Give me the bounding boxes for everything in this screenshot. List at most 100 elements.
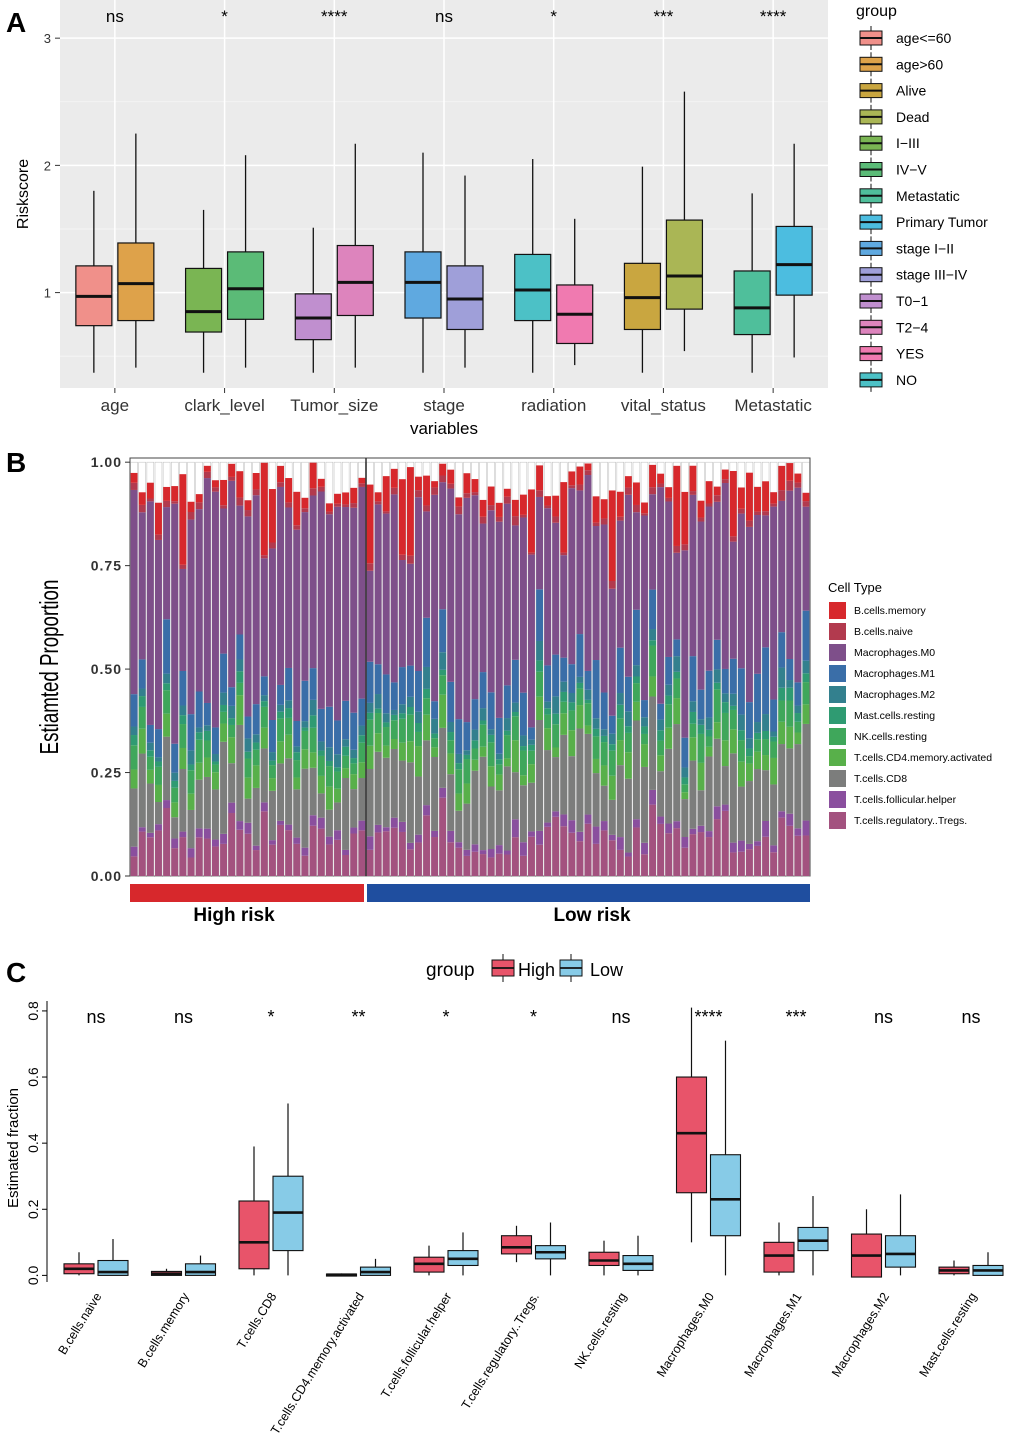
- panel-b-segment-NK.cells.resting: [163, 690, 171, 714]
- panel-a-box-Metastatic-1: [775, 143, 813, 358]
- panel-b-segment-Macrophages.M2: [439, 652, 447, 670]
- panel-b-segment-Macrophages.M0: [729, 541, 737, 659]
- panel-b-segment-Macrophages.M1: [220, 653, 228, 693]
- panel-b-segment-T.cells.regulatory..Tregs.: [390, 827, 398, 876]
- panel-b-segment-NK.cells.resting: [681, 784, 689, 793]
- panel-b-segment-Mast.cells.resting: [657, 730, 665, 741]
- panel-b-segment-NK.cells.resting: [309, 727, 317, 753]
- panel-b-segment-T.cells.follicular.helper: [334, 830, 341, 840]
- panel-b-segment-T.cells.CD4.memory.activated: [163, 713, 171, 737]
- panel-c-box-T.cells.follicular.helper-High: [413, 1245, 445, 1276]
- panel-b-segment-T.cells.follicular.helper: [536, 830, 543, 845]
- panel-b-segment-T.cells.CD8: [195, 779, 203, 829]
- panel-b-segment-Mast.cells.resting: [519, 746, 527, 751]
- panel-b-segment-Macrophages.M2: [624, 711, 632, 727]
- panel-b-segment-B.cells.naive: [366, 563, 374, 571]
- panel-b-segment-T.cells.follicular.helper: [447, 830, 455, 843]
- panel-b-legend-title: Cell Type: [828, 580, 882, 595]
- panel-b-segment-B.cells.naive: [203, 471, 211, 479]
- panel-b-segment-B.cells.naive: [155, 534, 162, 540]
- panel-b-segment-T.cells.CD4.memory.activated: [350, 774, 358, 790]
- panel-b-segment-Macrophages.M0: [431, 494, 439, 702]
- panel-b-sample-bar: [187, 461, 195, 877]
- panel-a-xtick-label: radiation: [521, 396, 586, 415]
- panel-b-segment-NK.cells.resting: [528, 750, 535, 765]
- panel-b-legend-label: Mast.cells.resting: [854, 710, 935, 722]
- panel-b-segment-T.cells.regulatory..Tregs.: [721, 810, 729, 876]
- panel-b-segment-Macrophages.M2: [463, 750, 471, 755]
- panel-b-legend-label: B.cells.memory: [854, 605, 927, 617]
- panel-b-segment-B.cells.memory: [681, 491, 689, 545]
- panel-b-segment-NK.cells.resting: [786, 700, 794, 727]
- panel-b-segment-Macrophages.M0: [358, 486, 366, 699]
- panel-b-segment-B.cells.naive: [211, 487, 219, 492]
- panel-c-significance-label: **: [351, 1007, 365, 1027]
- panel-b-segment-Mast.cells.resting: [398, 713, 406, 719]
- panel-c-xtick-label: B.cells.naive: [55, 1290, 104, 1357]
- panel-b-segment-B.cells.naive: [519, 514, 527, 518]
- panel-b-segment-B.cells.naive: [146, 498, 154, 502]
- panel-b-segment-Mast.cells.resting: [665, 695, 673, 705]
- panel-b-segment-T.cells.CD4.memory.activated: [560, 713, 568, 735]
- panel-b-segment-T.cells.CD4.memory.activated: [236, 695, 244, 725]
- panel-b-high-risk-label: High risk: [193, 905, 275, 926]
- panel-b-segment-Mast.cells.resting: [600, 735, 608, 743]
- panel-b-segment-B.cells.naive: [552, 516, 560, 523]
- panel-b-segment-Macrophages.M2: [471, 729, 479, 741]
- panel-c-box-B.cells.memory-Low: [184, 1255, 217, 1276]
- panel-b-sample-bar: [794, 461, 802, 877]
- panel-b-segment-NK.cells.resting: [762, 739, 770, 756]
- panel-b-segment-T.cells.regulatory..Tregs.: [211, 846, 219, 876]
- panel-b-segment-Mast.cells.resting: [697, 724, 705, 734]
- panel-b-segment-Macrophages.M1: [778, 632, 786, 668]
- panel-b-segment-NK.cells.resting: [560, 701, 568, 714]
- panel-b-segment-T.cells.CD8: [301, 768, 309, 848]
- panel-b-sample-bar: [260, 461, 268, 877]
- panel-b-segment-Macrophages.M1: [285, 667, 293, 701]
- panel-b-segment-NK.cells.resting: [244, 758, 252, 778]
- panel-b-segment-Mast.cells.resting: [503, 730, 511, 736]
- panel-b-segment-B.cells.naive: [293, 525, 301, 530]
- panel-b-segment-Macrophages.M1: [665, 656, 673, 685]
- panel-b-segment-B.cells.naive: [624, 487, 632, 495]
- panel-b-segment-T.cells.regulatory..Tregs.: [334, 839, 341, 876]
- panel-b-segment-T.cells.CD4.memory.activated: [641, 744, 648, 767]
- panel-b-segment-Macrophages.M2: [479, 708, 487, 721]
- panel-b-segment-B.cells.naive: [616, 516, 624, 521]
- panel-b-sample-bar: [219, 461, 228, 877]
- panel-b-segment-B.cells.naive: [487, 505, 495, 511]
- panel-b-segment-B.cells.naive: [657, 483, 665, 488]
- panel-a-legend-item: Metastatic: [859, 183, 960, 208]
- panel-b-segment-B.cells.memory: [252, 473, 260, 490]
- panel-b-stacked-bars: 0.00 0.25 0.50 0.75 1.00 Estiamted Proportio…: [34, 454, 992, 926]
- panel-b-segment-T.cells.CD8: [423, 740, 430, 806]
- panel-b-segment-Macrophages.M1: [138, 659, 146, 689]
- panel-b-segment-Macrophages.M0: [584, 475, 592, 671]
- panel-b-segment-Macrophages.M1: [244, 716, 252, 739]
- panel-b-segment-B.cells.memory: [398, 479, 406, 555]
- panel-b-sample-bar: [390, 461, 398, 877]
- panel-b-segment-B.cells.naive: [220, 505, 228, 509]
- panel-b-segment-T.cells.CD8: [211, 789, 219, 840]
- panel-b-segment-T.cells.regulatory..Tregs.: [754, 845, 761, 876]
- panel-b-segment-T.cells.regulatory..Tregs.: [455, 847, 463, 876]
- panel-b-segment-T.cells.follicular.helper: [560, 814, 568, 827]
- panel-b-segment-Macrophages.M1: [495, 717, 503, 754]
- panel-b-segment-T.cells.CD8: [260, 748, 268, 803]
- panel-b-segment-B.cells.memory: [138, 492, 146, 505]
- panel-b-segment-T.cells.CD4.memory.activated: [576, 705, 584, 729]
- panel-b-segment-Mast.cells.resting: [455, 763, 463, 770]
- panel-b-segment-T.cells.regulatory..Tregs.: [317, 828, 325, 876]
- panel-b-segment-B.cells.naive: [390, 487, 398, 495]
- panel-b-segment-Mast.cells.resting: [325, 760, 333, 767]
- panel-b-segment-Mast.cells.resting: [633, 676, 640, 684]
- panel-b-segment-Macrophages.M1: [350, 712, 358, 750]
- panel-b-legend-label: Macrophages.M2: [854, 689, 935, 701]
- panel-b-segment-T.cells.regulatory..Tregs.: [358, 830, 366, 876]
- panel-a-ytick-label: 3: [44, 31, 51, 46]
- panel-b-sample-bar: [487, 461, 495, 877]
- panel-b-segment-Macrophages.M1: [721, 668, 729, 694]
- panel-b-segment-B.cells.memory: [155, 502, 162, 535]
- panel-c-significance-label: ns: [86, 1007, 105, 1027]
